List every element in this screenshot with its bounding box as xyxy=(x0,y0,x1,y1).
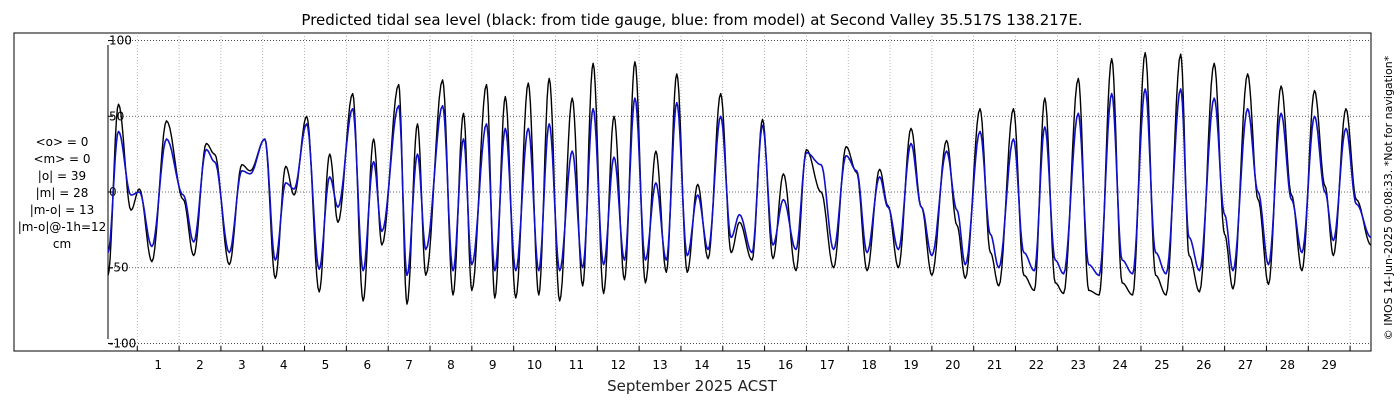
x-tick-label: 28 xyxy=(1280,358,1295,372)
y-tick-label: -100 xyxy=(109,336,136,350)
x-tick-label: 8 xyxy=(447,358,455,372)
stat-abs-obs: |o| = 39 xyxy=(38,169,86,183)
copyright-notice: © IMOS 14-Jun-2025 00:08:33. *Not for na… xyxy=(1382,55,1395,340)
series-line-model xyxy=(107,88,1372,277)
stat-unit: cm xyxy=(53,237,71,251)
x-tick-label: 5 xyxy=(322,358,330,372)
x-tick-label: 15 xyxy=(736,358,751,372)
x-tick-label: 2 xyxy=(196,358,204,372)
x-tick-label: 17 xyxy=(820,358,835,372)
x-tick-label: 19 xyxy=(903,358,918,372)
grid xyxy=(108,33,1371,351)
x-tick-label: 13 xyxy=(652,358,667,372)
x-tick-label: 20 xyxy=(945,358,960,372)
x-tick-label: 27 xyxy=(1238,358,1253,372)
x-tick-label: 9 xyxy=(489,358,497,372)
x-tick-label: 14 xyxy=(694,358,709,372)
x-tick-label: 22 xyxy=(1029,358,1044,372)
x-axis-label: September 2025 ACST xyxy=(607,377,778,395)
stats-block: <o> = 0 <m> = 0 |o| = 39 |m| = 28 |m-o| … xyxy=(18,135,107,251)
x-tick-label: 6 xyxy=(363,358,371,372)
y-tick-label: 100 xyxy=(109,34,132,48)
x-tick-label: 29 xyxy=(1322,358,1337,372)
x-tick-label: 24 xyxy=(1112,358,1127,372)
y-tick-label: -50 xyxy=(109,261,129,275)
stat-mean-obs: <o> = 0 xyxy=(36,135,89,149)
series-layer xyxy=(107,52,1372,305)
x-tick-label: 7 xyxy=(405,358,413,372)
stat-mean-model: <m> = 0 xyxy=(33,152,90,166)
x-tick-label: 3 xyxy=(238,358,246,372)
x-tick-label: 23 xyxy=(1071,358,1086,372)
x-tick-label: 1 xyxy=(154,358,162,372)
x-tick-label: 25 xyxy=(1154,358,1169,372)
x-tick-label: 4 xyxy=(280,358,288,372)
plot-frame xyxy=(13,32,1372,352)
chart-title: Predicted tidal sea level (black: from t… xyxy=(301,11,1082,29)
x-tick-label: 18 xyxy=(862,358,877,372)
x-tick-label: 26 xyxy=(1196,358,1211,372)
x-tick-label: 10 xyxy=(527,358,542,372)
x-tick-label: 12 xyxy=(611,358,626,372)
x-tick-label: 11 xyxy=(569,358,584,372)
stat-abs-diff-lag: |m-o|@-1h=12 xyxy=(18,220,107,234)
x-tick-label: 21 xyxy=(987,358,1002,372)
stat-abs-model: |m| = 28 xyxy=(36,186,89,200)
series-line-tide-gauge xyxy=(107,52,1372,305)
stat-abs-diff: |m-o| = 13 xyxy=(30,203,95,217)
x-axis: 1 2 3 4 5 6 7 8 9 10 11 12 13 14 15 16 17 18 19 20 21 22 23 24 2… xyxy=(136,346,1351,372)
x-tick-label: 16 xyxy=(778,358,793,372)
